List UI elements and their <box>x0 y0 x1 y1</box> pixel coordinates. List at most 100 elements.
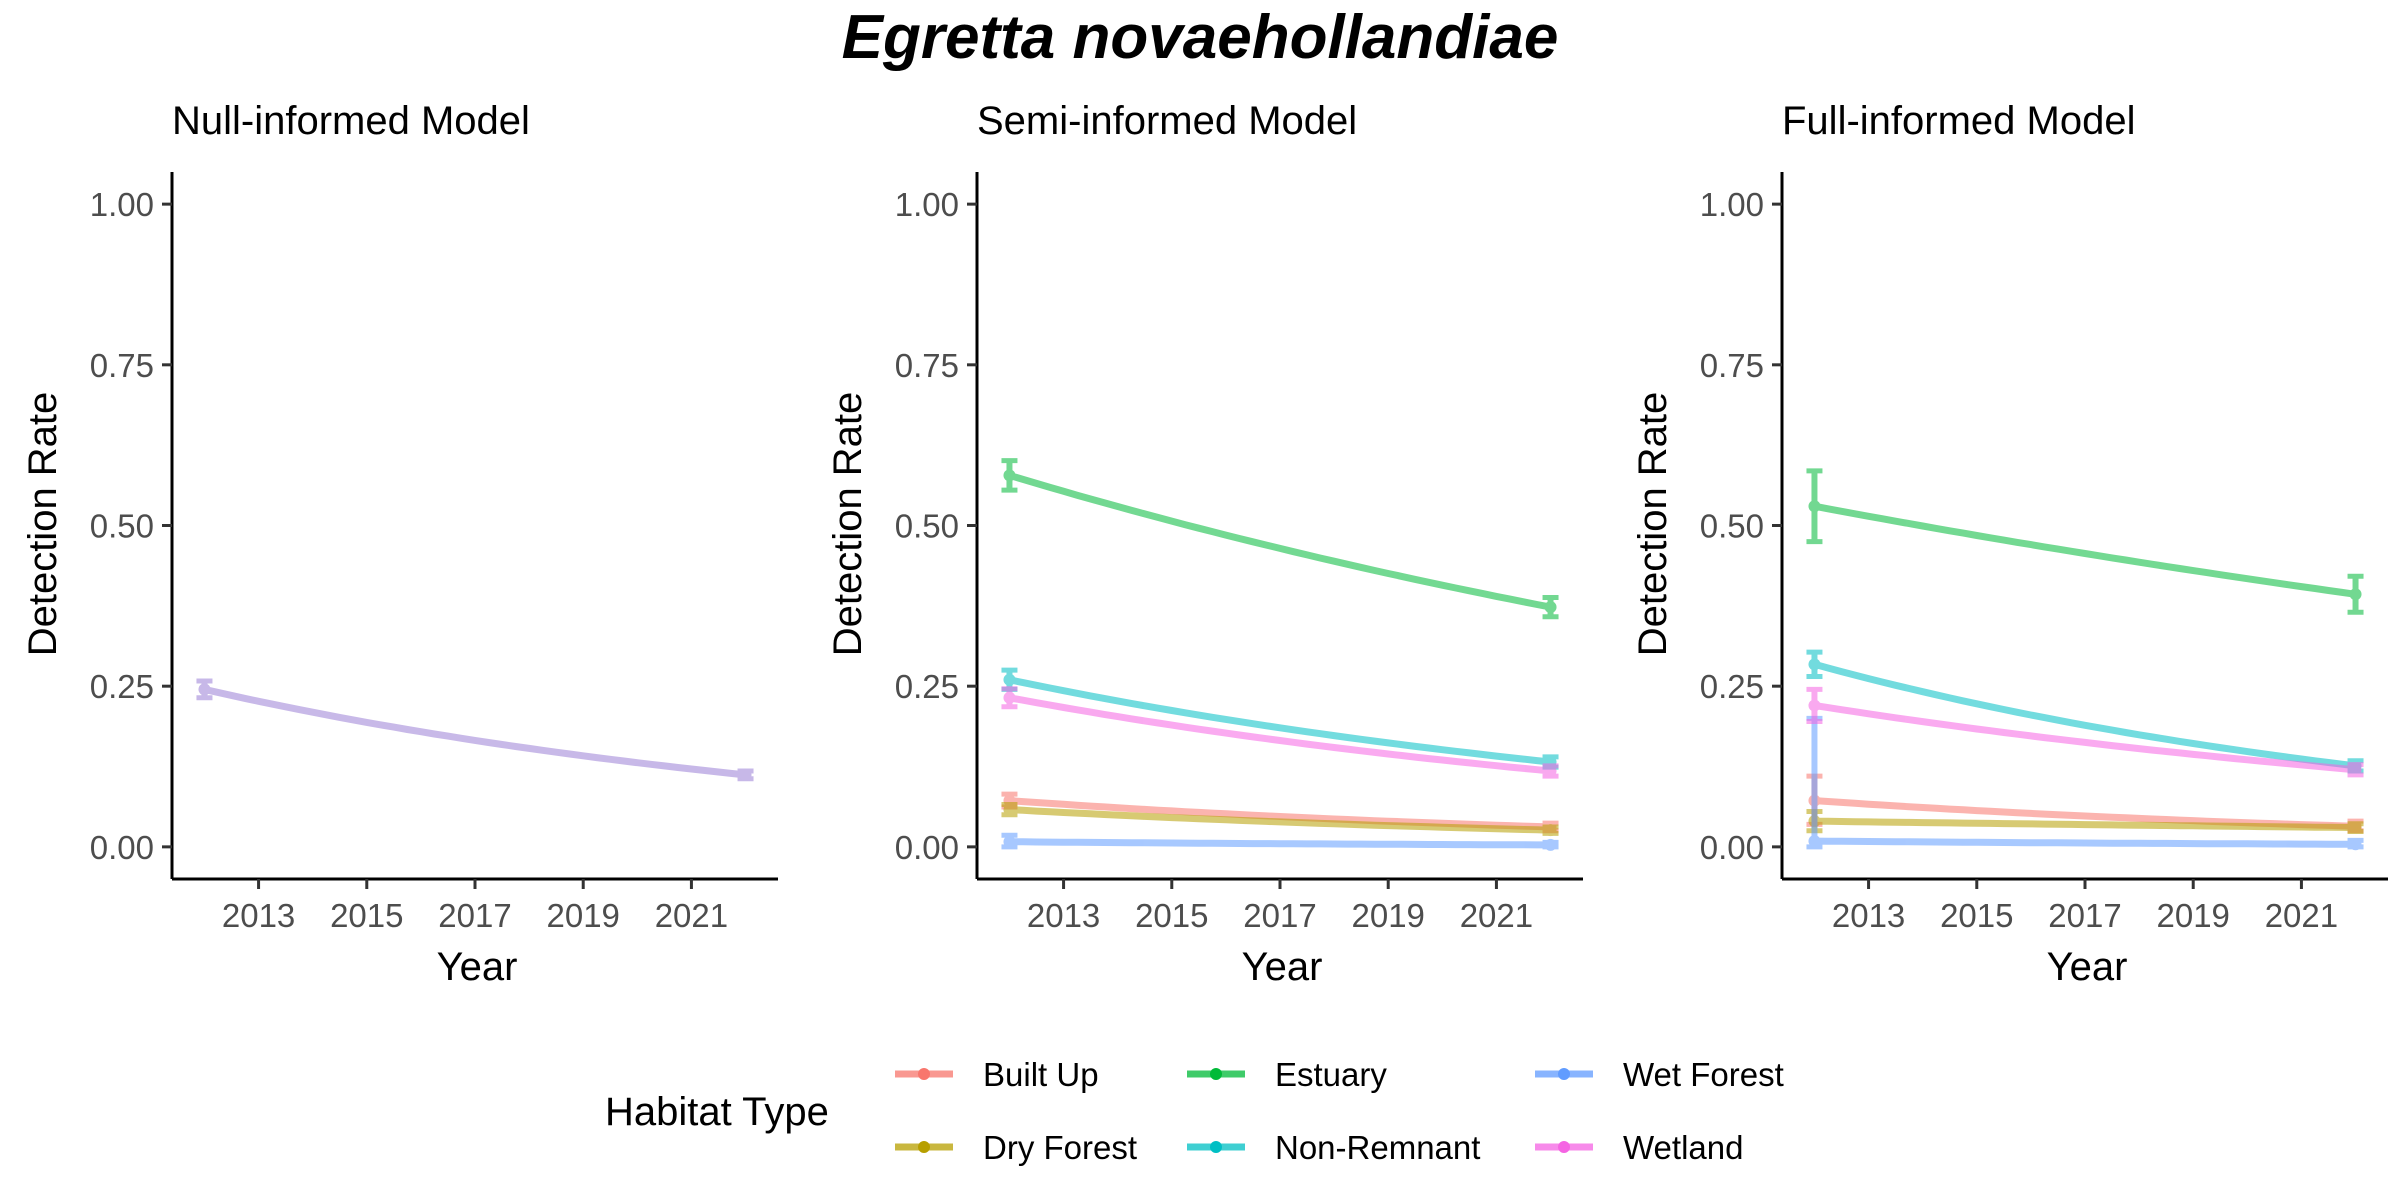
x-tick-label: 2021 <box>655 897 728 934</box>
x-tick-label: 2021 <box>2265 897 2338 934</box>
data-point <box>1808 500 1821 513</box>
legend-label: Estuary <box>1275 1056 1387 1093</box>
x-tick-label: 2017 <box>438 897 511 934</box>
data-point <box>1003 469 1016 482</box>
data-point <box>1808 658 1821 671</box>
legend-label: Dry Forest <box>983 1129 1137 1166</box>
y-tick-label: 0.50 <box>90 508 154 545</box>
panel-title: Semi-informed Model <box>977 99 1357 143</box>
series-line <box>1811 837 2359 848</box>
legend-item-wet-forest: Wet Forest <box>1535 1056 1784 1093</box>
legend-label: Wet Forest <box>1623 1056 1784 1093</box>
y-tick-label: 1.00 <box>90 186 154 223</box>
legend-label: Built Up <box>983 1056 1099 1093</box>
data-point <box>2349 838 2362 851</box>
series-line <box>1811 502 2359 598</box>
y-axis-title: Detection Rate <box>21 392 65 657</box>
legend-item-dry-forest: Dry Forest <box>895 1129 1137 1166</box>
y-axis-title: Detection Rate <box>826 392 870 657</box>
plot-area: 0.00 0.25 0.50 0.75 1.00 2013 2015 2017 2019 2021 <box>1700 172 2388 934</box>
plot-area: 0.00 0.25 0.50 0.75 1.00 2013 2015 2017 2019 2021 <box>90 172 778 934</box>
data-point <box>2349 763 2362 776</box>
data-point <box>1808 835 1821 848</box>
data-point <box>1544 824 1557 837</box>
x-tick-label: 2015 <box>330 897 403 934</box>
x-axis-title: Year <box>2047 945 2128 989</box>
series-line <box>1006 806 1554 834</box>
x-tick-label: 2015 <box>1135 897 1208 934</box>
series-overall <box>196 678 754 782</box>
data-point <box>1544 838 1557 851</box>
panel-title: Full-informed Model <box>1782 99 2135 143</box>
legend: Habitat Type Built Up Estuary Wet Forest Dr… <box>605 1056 1784 1166</box>
y-tick-label: 0.75 <box>895 347 959 384</box>
y-tick-label: 0.50 <box>895 508 959 545</box>
x-tick-label: 2021 <box>1460 897 1533 934</box>
x-axis-title: Year <box>437 945 518 989</box>
y-tick-label: 0.00 <box>90 829 154 866</box>
y-tick-label: 0.00 <box>1700 829 1764 866</box>
plot-area: 0.00 0.25 0.50 0.75 1.00 2013 2015 2017 2019 2021 <box>895 172 1583 934</box>
x-tick-label: 2019 <box>1352 897 1425 934</box>
series-non-remnant <box>1001 667 1559 770</box>
y-tick-label: 0.00 <box>895 829 959 866</box>
data-point <box>2349 821 2362 834</box>
legend-items: Built Up Estuary Wet Forest Dry Forest Non-R… <box>895 1056 1784 1166</box>
data-point <box>1544 765 1557 778</box>
series-line <box>1006 471 1554 611</box>
series-line <box>1811 817 2359 832</box>
series-line <box>201 685 749 779</box>
series-line <box>1006 676 1554 766</box>
series-wet-forest <box>1806 715 2364 851</box>
y-axis-title: Detection Rate <box>1631 392 1675 657</box>
y-tick-label: 0.50 <box>1700 508 1764 545</box>
legend-key-point <box>1558 1068 1570 1080</box>
panel-null-informed: Null-informed Model Detection Rate Year … <box>21 99 778 989</box>
panel-semi-informed: Semi-informed Model Detection Rate Year … <box>826 99 1583 989</box>
x-tick-label: 2019 <box>547 897 620 934</box>
figure-title: Egretta novaehollandiae <box>842 3 1559 72</box>
legend-item-estuary: Estuary <box>1187 1056 1387 1093</box>
series-estuary <box>1001 458 1559 620</box>
y-tick-label: 1.00 <box>1700 186 1764 223</box>
legend-item-built-up: Built Up <box>895 1056 1099 1093</box>
legend-label: Wetland <box>1623 1129 1743 1166</box>
legend-item-non-remnant: Non-Remnant <box>1187 1129 1480 1166</box>
series-wet-forest <box>1001 832 1559 851</box>
series-dry-forest <box>1001 801 1559 837</box>
y-tick-label: 1.00 <box>895 186 959 223</box>
legend-key-point <box>1210 1068 1222 1080</box>
data-point <box>1808 699 1821 712</box>
panel-title: Null-informed Model <box>172 99 530 143</box>
series-non-remnant <box>1806 649 2364 774</box>
legend-key-point <box>1210 1141 1222 1153</box>
x-tick-label: 2013 <box>222 897 295 934</box>
data-point <box>1003 691 1016 704</box>
x-axis-title: Year <box>1242 945 1323 989</box>
y-tick-label: 0.75 <box>90 347 154 384</box>
data-point <box>2349 588 2362 601</box>
panel-full-informed: Full-informed Model Detection Rate Year … <box>1631 99 2388 989</box>
x-tick-label: 2015 <box>1940 897 2013 934</box>
series-wetland <box>1001 686 1559 779</box>
data-point <box>1003 803 1016 816</box>
x-tick-label: 2013 <box>1832 897 1905 934</box>
series-line <box>1006 838 1554 849</box>
series-line <box>1006 797 1554 831</box>
x-tick-label: 2017 <box>2048 897 2121 934</box>
legend-title: Habitat Type <box>605 1090 829 1134</box>
y-tick-label: 0.25 <box>1700 668 1764 705</box>
y-tick-label: 0.25 <box>90 668 154 705</box>
legend-label: Non-Remnant <box>1275 1129 1480 1166</box>
data-point <box>739 768 752 781</box>
data-point <box>198 683 211 696</box>
series-estuary <box>1806 468 2364 615</box>
legend-key-point <box>918 1141 930 1153</box>
series-line <box>1811 702 2359 774</box>
legend-item-wetland: Wetland <box>1535 1129 1743 1166</box>
data-point <box>1003 835 1016 848</box>
x-tick-label: 2017 <box>1243 897 1316 934</box>
x-tick-label: 2019 <box>2157 897 2230 934</box>
y-tick-label: 0.25 <box>895 668 959 705</box>
